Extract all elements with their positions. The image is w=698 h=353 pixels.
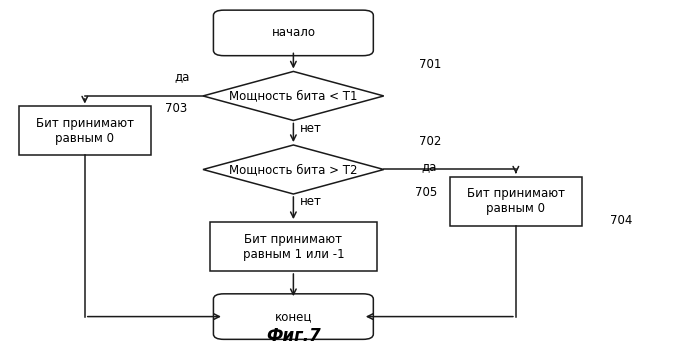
Text: Бит принимают
равным 1 или -1: Бит принимают равным 1 или -1 — [243, 233, 344, 261]
Text: Бит принимают
равным 0: Бит принимают равным 0 — [467, 187, 565, 215]
Polygon shape — [203, 71, 384, 120]
Text: начало: начало — [272, 26, 315, 40]
Text: конец: конец — [275, 310, 312, 323]
Text: Мощность бита > T2: Мощность бита > T2 — [229, 163, 357, 176]
Text: нет: нет — [300, 122, 322, 135]
Text: Фиг.7: Фиг.7 — [266, 327, 321, 345]
Text: 703: 703 — [165, 102, 187, 115]
Text: да: да — [174, 70, 190, 83]
Text: 701: 701 — [419, 58, 441, 71]
Text: Бит принимают
равным 0: Бит принимают равным 0 — [36, 117, 134, 145]
Polygon shape — [203, 145, 384, 194]
Text: 704: 704 — [610, 214, 632, 227]
Text: да: да — [422, 160, 437, 173]
Text: нет: нет — [300, 195, 322, 208]
FancyBboxPatch shape — [450, 176, 582, 226]
Text: 705: 705 — [415, 186, 437, 199]
Text: Мощность бита < T1: Мощность бита < T1 — [229, 89, 357, 102]
FancyBboxPatch shape — [210, 222, 377, 271]
FancyBboxPatch shape — [19, 107, 151, 155]
Text: 702: 702 — [419, 135, 441, 148]
FancyBboxPatch shape — [214, 10, 373, 56]
FancyBboxPatch shape — [214, 294, 373, 339]
